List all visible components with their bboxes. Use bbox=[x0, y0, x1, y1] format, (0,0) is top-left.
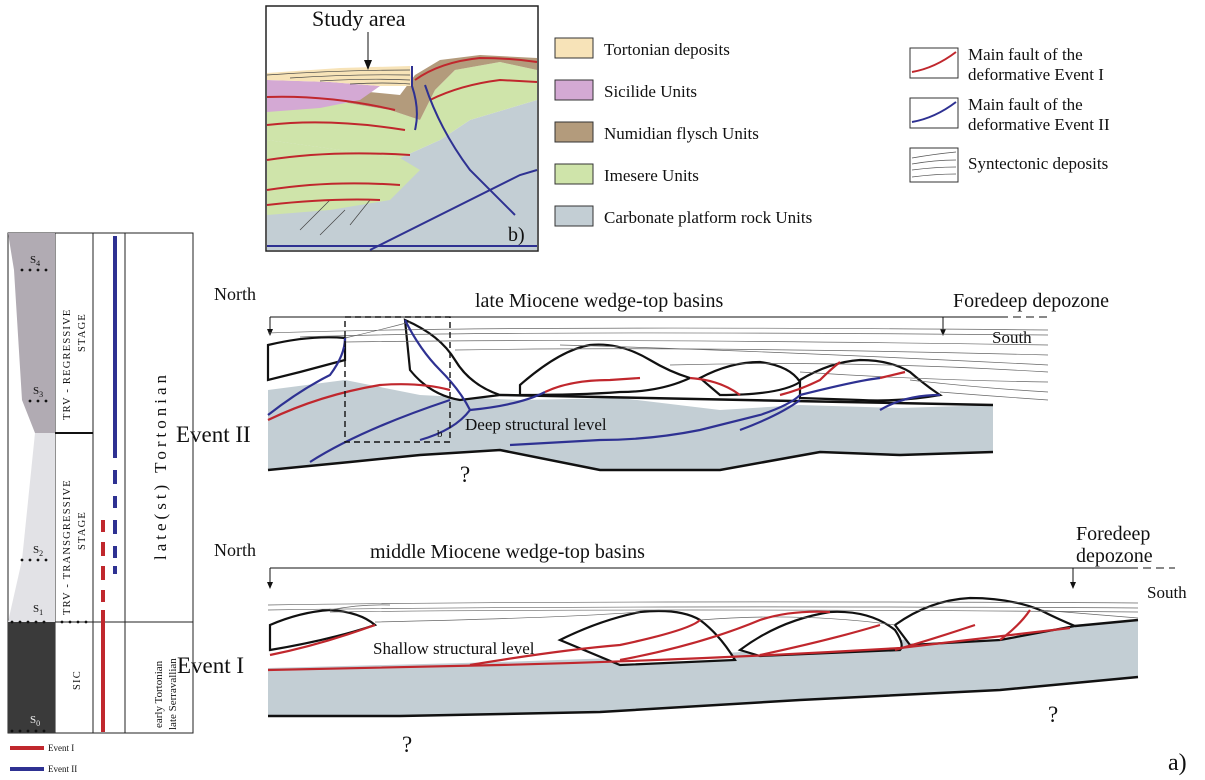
top-box-label: b bbox=[437, 428, 443, 440]
strat-sic-label: SIC bbox=[72, 670, 83, 690]
strat-s2: S2 bbox=[33, 544, 43, 558]
strat-legend-event1: Event I bbox=[48, 743, 74, 753]
inset-sicilide bbox=[267, 80, 380, 112]
bottom-question-2: ? bbox=[1048, 702, 1058, 727]
top-question: ? bbox=[460, 462, 470, 487]
inset-study-area-label: Study area bbox=[312, 6, 406, 31]
strat-regressive-block bbox=[8, 233, 55, 433]
legend-syntectonic: Syntectonic deposits bbox=[909, 147, 1108, 183]
strat-age-early-1: early Tortonian bbox=[153, 660, 165, 728]
strat-regressive-label-2: STAGE bbox=[77, 313, 88, 352]
bottom-foredeep-2: depozone bbox=[1076, 545, 1153, 567]
legend-fault-event1: Main fault of the deformative Event I bbox=[909, 45, 1104, 84]
bottom-level-label: Shallow structural level bbox=[373, 639, 535, 658]
svg-text:deformative Event I: deformative Event I bbox=[968, 65, 1104, 84]
legend-unit-numidian: Numidian flysch Units bbox=[554, 121, 759, 143]
svg-text:Tortonian deposits: Tortonian deposits bbox=[604, 40, 730, 59]
inset-tortonian bbox=[267, 66, 412, 86]
strat-s1: S1 bbox=[33, 603, 43, 617]
top-level-label: Deep structural level bbox=[465, 415, 607, 434]
inset-b: Study area b) bbox=[265, 5, 539, 252]
strat-transgressive-label-1: TRV - TRANSGRESSIVE bbox=[62, 479, 73, 615]
strat-s0: S0 bbox=[30, 714, 40, 728]
strat-s4: S4 bbox=[30, 254, 40, 268]
bottom-foredeep-1: Foredeep bbox=[1076, 523, 1150, 545]
bottom-south-label: South bbox=[1147, 583, 1187, 602]
svg-text:Sicilide Units: Sicilide Units bbox=[604, 82, 697, 101]
strat-s3: S3 bbox=[33, 385, 43, 399]
strat-s0-block bbox=[8, 622, 55, 733]
strat-column: S4 S3 S2 S1 S0 TRV - REGRESSIVE STAGE TR… bbox=[7, 232, 194, 774]
top-title: late Miocene wedge-top basins bbox=[475, 290, 723, 312]
svg-text:Carbonate platform rock Units: Carbonate platform rock Units bbox=[604, 208, 812, 227]
figure-label: a) bbox=[1168, 750, 1187, 776]
svg-text:Syntectonic deposits: Syntectonic deposits bbox=[968, 154, 1108, 173]
top-event-label: Event II bbox=[176, 422, 251, 447]
bottom-question-1: ? bbox=[402, 732, 412, 757]
svg-text:Imesere Units: Imesere Units bbox=[604, 166, 699, 185]
bottom-title: middle Miocene wedge-top basins bbox=[370, 541, 645, 563]
section-top: North late Miocene wedge-top basins Fore… bbox=[176, 284, 1109, 487]
svg-text:Main fault of the: Main fault of the bbox=[968, 45, 1083, 64]
svg-text:Numidian flysch Units: Numidian flysch Units bbox=[604, 124, 759, 143]
top-north-label: North bbox=[214, 284, 256, 304]
strat-transgressive-block bbox=[8, 433, 55, 622]
legend-unit-sicilide: Sicilide Units bbox=[554, 79, 697, 101]
top-basement bbox=[268, 380, 993, 470]
legend-unit-imesere: Imesere Units bbox=[554, 163, 699, 185]
bottom-event-label: Event I bbox=[177, 653, 244, 678]
strat-legend-event2: Event II bbox=[48, 764, 77, 774]
legend: Tortonian deposits Sicilide Units Numidi… bbox=[554, 37, 1110, 227]
svg-text:deformative Event II: deformative Event II bbox=[968, 115, 1110, 134]
top-south-label: South bbox=[992, 328, 1032, 347]
inset-label: b) bbox=[508, 224, 525, 246]
section-bottom: North middle Miocene wedge-top basins Fo… bbox=[177, 523, 1187, 757]
top-foredeep-label: Foredeep depozone bbox=[953, 290, 1109, 312]
legend-unit-tortonian: Tortonian deposits bbox=[554, 37, 730, 59]
strat-age-early-2: late Serravallian bbox=[167, 658, 179, 730]
strat-transgressive-label-2: STAGE bbox=[77, 511, 88, 550]
legend-fault-event2: Main fault of the deformative Event II bbox=[909, 95, 1110, 134]
strat-regressive-label-1: TRV - REGRESSIVE bbox=[62, 308, 73, 420]
strat-age-late: late(st) Tortonian bbox=[151, 371, 170, 560]
bottom-north-label: North bbox=[214, 540, 256, 560]
legend-unit-carbonate: Carbonate platform rock Units bbox=[554, 205, 812, 227]
svg-text:Main fault of the: Main fault of the bbox=[968, 95, 1083, 114]
